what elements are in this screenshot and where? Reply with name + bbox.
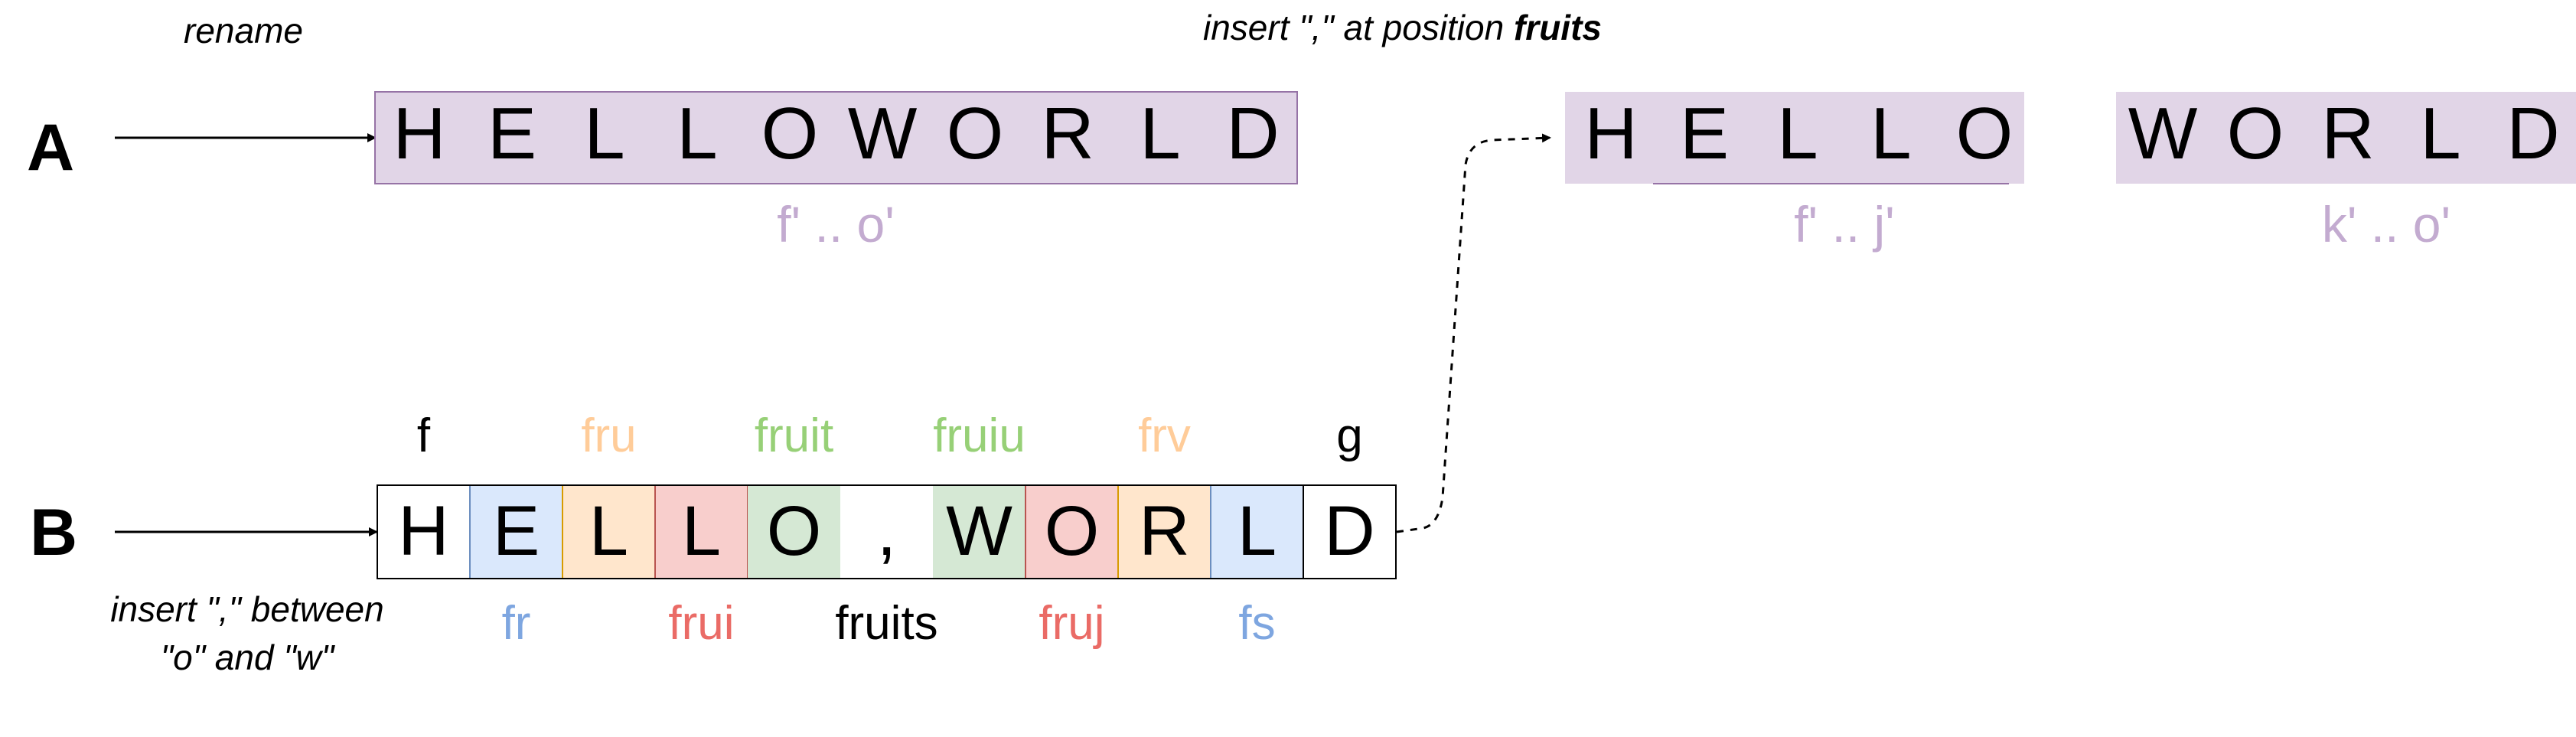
letter-glyph: L [1870, 93, 1911, 174]
row-a-range-label: f' .. o' [777, 196, 895, 253]
position-label: fruits [835, 597, 937, 650]
insert-caption-emph: fruits [1514, 8, 1602, 47]
letter-glyph: E [1680, 93, 1729, 174]
char-cell [748, 485, 840, 579]
letter-glyph: W [2128, 93, 2198, 174]
char-cell [469, 484, 563, 579]
letter-glyph: O [1956, 93, 2014, 174]
letter-glyph: W [848, 93, 918, 174]
char-cell-letter: O [767, 492, 822, 570]
char-cell-letter: D [1324, 492, 1374, 570]
char-cell-letter: L [589, 492, 628, 570]
letter-glyph: L [677, 93, 717, 174]
char-cell-letter: H [398, 492, 448, 570]
split-left-range-label: f' .. j' [1794, 196, 1895, 253]
position-label: frv [1138, 409, 1191, 462]
char-cell-letter: R [1139, 492, 1189, 570]
row-b-label: B [30, 496, 77, 569]
insert-position-caption: insert "," at position fruits [1203, 8, 1602, 47]
letter-glyph: L [584, 93, 624, 174]
position-label: frui [668, 597, 734, 650]
split-right-range-label: k' .. o' [2322, 196, 2450, 253]
letter-glyph: D [2506, 93, 2559, 174]
letter-glyph: O [761, 93, 819, 174]
char-cell [933, 485, 1026, 579]
char-cell [1303, 484, 1397, 579]
letter-glyph: R [2321, 93, 2374, 174]
char-cell [1117, 484, 1211, 579]
position-label: fr [502, 597, 531, 650]
position-label: fs [1238, 597, 1275, 650]
letter-glyph: L [1140, 93, 1180, 174]
position-label: fru [581, 409, 636, 462]
letter-glyph: E [487, 93, 536, 174]
rename-caption: rename [184, 11, 303, 51]
between-caption-line1: insert "," between [110, 589, 383, 629]
letter-glyph: H [393, 93, 445, 174]
position-label: f [417, 409, 431, 462]
letter-glyph: O [947, 93, 1004, 174]
row-a-label: A [27, 111, 74, 184]
char-cell [654, 484, 748, 579]
position-label: fruiu [933, 409, 1026, 462]
split-right-block [2116, 92, 2576, 184]
position-label: fruit [755, 409, 833, 462]
char-cell-letter: W [946, 492, 1012, 570]
letter-glyph: D [1226, 93, 1279, 174]
char-cell-letter: L [1237, 492, 1277, 570]
dashed-connector-arrow [1396, 133, 1551, 533]
position-label: fruj [1039, 597, 1104, 650]
char-cell [562, 484, 656, 579]
row-a-block [374, 91, 1298, 184]
char-cell-letter: L [682, 492, 721, 570]
char-cell-letter: O [1045, 492, 1100, 570]
letter-glyph: H [1584, 93, 1637, 174]
letter-glyph: L [1777, 93, 1818, 174]
letter-glyph: O [2227, 93, 2284, 174]
position-label: g [1336, 409, 1362, 462]
letter-glyph: L [2420, 93, 2460, 174]
split-left-block [1565, 92, 2024, 184]
insert-caption-prefix: insert "," at position [1203, 8, 1514, 47]
char-cell-letter: E [493, 492, 540, 570]
row-b-border [377, 484, 1397, 579]
letter-glyph: R [1041, 93, 1094, 174]
between-caption-line2: "o" and "w" [161, 638, 336, 677]
char-cell-letter: , [877, 492, 897, 570]
char-cell [840, 485, 933, 579]
